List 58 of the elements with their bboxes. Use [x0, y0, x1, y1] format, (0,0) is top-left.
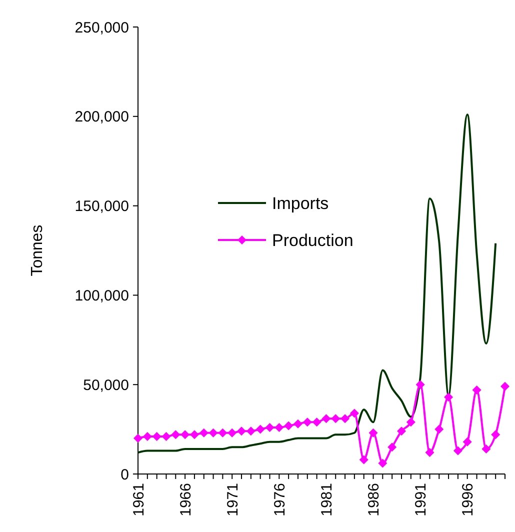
point	[171, 430, 180, 440]
point	[256, 424, 265, 434]
point	[462, 437, 472, 446]
point	[368, 428, 378, 438]
point	[425, 448, 434, 458]
y-axis-title: Tonnes	[29, 224, 46, 276]
point	[396, 426, 406, 436]
legend-label: Imports	[272, 194, 329, 213]
y-tick-label: 250,000	[74, 19, 129, 36]
point	[312, 418, 322, 427]
point	[472, 385, 482, 394]
x-tick-label: 1986	[366, 483, 383, 516]
legend-label: Production	[272, 230, 354, 250]
point	[134, 434, 142, 443]
point	[453, 446, 462, 456]
point	[162, 432, 171, 441]
point	[322, 414, 331, 424]
point	[284, 421, 294, 430]
point	[406, 418, 416, 427]
point	[237, 426, 246, 436]
point	[482, 444, 491, 454]
point	[190, 430, 199, 440]
y-tick-label: 0	[120, 466, 129, 484]
y-tick-label: 200,000	[74, 108, 129, 126]
point	[274, 423, 284, 432]
y-tick-label: 100,000	[74, 287, 129, 304]
point	[180, 430, 190, 440]
point	[444, 392, 454, 402]
point	[246, 426, 256, 436]
x-tick-label: 1981	[318, 483, 336, 516]
x-tick-label: 1966	[177, 483, 194, 516]
point	[199, 428, 208, 438]
point	[416, 380, 425, 390]
point	[340, 414, 350, 424]
point	[142, 432, 152, 441]
y-tick-label: 50,000	[83, 376, 129, 394]
x-tick-label: 1961	[130, 483, 148, 516]
y-tick-label: 150,000	[74, 198, 129, 216]
point	[500, 382, 510, 391]
point	[265, 423, 274, 432]
x-tick-label: 1976	[271, 483, 288, 516]
point	[350, 408, 359, 418]
point	[388, 442, 397, 452]
point	[359, 455, 368, 464]
point	[228, 428, 237, 438]
line-series	[137, 114, 497, 454]
x-tick-label: 1991	[412, 483, 430, 516]
point	[208, 428, 218, 438]
point	[378, 458, 388, 468]
point	[302, 418, 312, 427]
x-tick-label: 1996	[460, 483, 477, 516]
point	[152, 432, 162, 441]
point	[293, 419, 302, 428]
point	[491, 430, 500, 440]
point	[218, 428, 228, 438]
point	[434, 424, 444, 434]
x-tick-label: 1971	[224, 483, 242, 516]
point	[331, 414, 340, 424]
